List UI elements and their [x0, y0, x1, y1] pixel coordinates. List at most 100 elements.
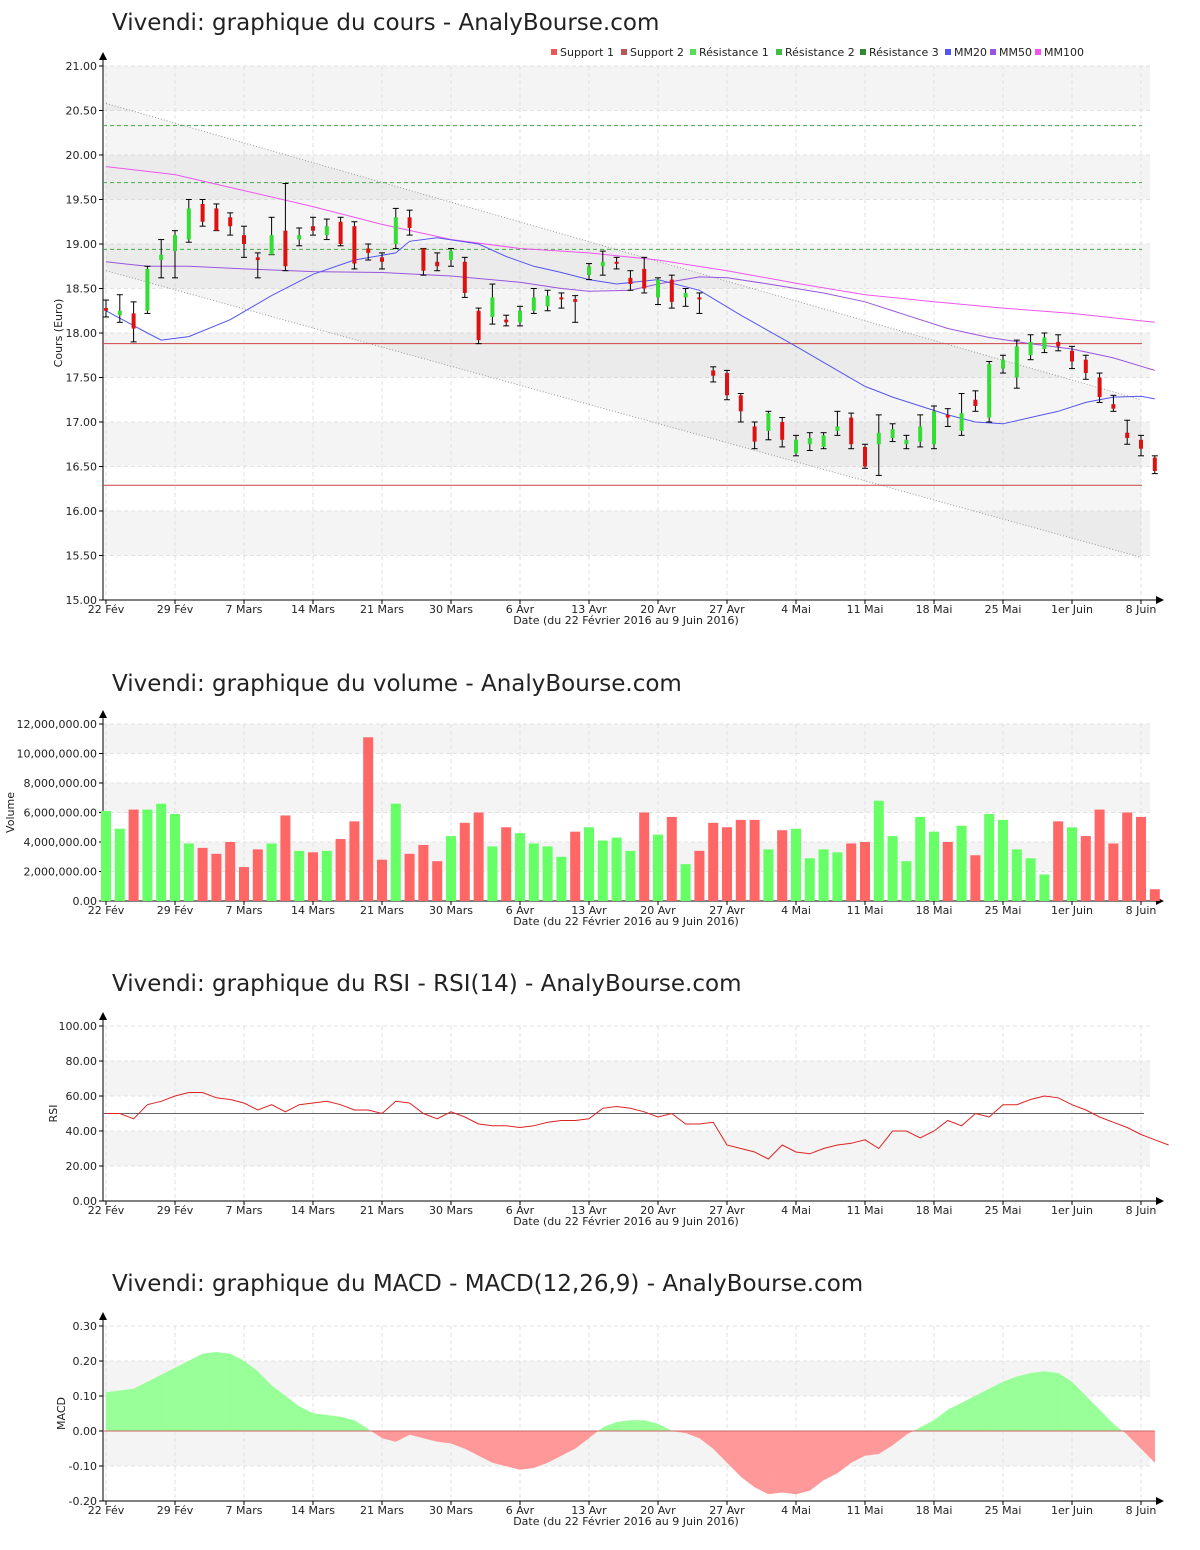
volume-bar: [349, 821, 360, 901]
volume-bar: [1011, 849, 1022, 901]
x-tick-label: 20 Avr: [640, 904, 676, 917]
grid-band: [103, 155, 1150, 200]
y-tick-label: 8,000,000.00: [24, 777, 97, 790]
volume-bar: [239, 867, 249, 901]
y-axis-label: Cours (Euro): [52, 299, 65, 368]
candle-body: [766, 413, 771, 431]
y-axis-arrow: [99, 710, 107, 718]
x-tick-label: 11 Mai: [847, 1504, 884, 1517]
x-tick-label: 22 Fév: [88, 1204, 125, 1217]
volume-bar: [860, 842, 870, 901]
volume-bar: [915, 816, 926, 901]
volume-bar: [735, 819, 746, 901]
candle-body: [1139, 439, 1143, 449]
macd-area: [1057, 1372, 1073, 1432]
y-tick-label: 18.50: [66, 283, 98, 296]
macd-area: [1016, 1372, 1031, 1432]
volume-bar: [708, 822, 719, 901]
y-tick-label: -0.20: [69, 1495, 97, 1508]
x-tick-label: 8 Juin: [1126, 1204, 1157, 1217]
candle-body: [352, 226, 357, 264]
volume-bar: [252, 849, 263, 901]
mm100-line: [105, 166, 1155, 323]
macd-area: [519, 1430, 535, 1470]
channel-upper-line: [105, 102, 1142, 401]
macd-area: [1030, 1371, 1045, 1432]
volume-bar: [1122, 812, 1133, 901]
x-tick-label: 11 Mai: [847, 1204, 884, 1217]
grid-band: [103, 66, 1150, 111]
volume-bar: [984, 813, 995, 901]
x-tick-label: 27 Avr: [709, 904, 745, 917]
macd-area: [988, 1381, 1004, 1432]
y-axis-label: Volume: [4, 792, 17, 833]
y-tick-label: 0.30: [73, 1320, 98, 1333]
candle-body: [642, 268, 647, 289]
volume-bar: [584, 827, 594, 901]
y-tick-label: 40.00: [66, 1125, 98, 1138]
candle-body: [186, 208, 191, 240]
candle-body: [1083, 359, 1088, 374]
candle-body: [242, 235, 246, 244]
x-axis-label: Date (du 22 Février 2016 au 9 Juin 2016): [513, 614, 739, 627]
volume-bar: [101, 811, 111, 901]
volume-bar: [791, 828, 801, 901]
y-tick-label: 15.50: [66, 550, 98, 563]
candle-body: [863, 446, 867, 467]
macd-area: [630, 1420, 645, 1432]
grid-band: [103, 244, 1150, 289]
candle-body: [890, 429, 895, 439]
x-tick-label: 7 Mars: [226, 904, 263, 917]
grid-band: [103, 783, 1150, 813]
x-tick-label: 14 Mars: [291, 1204, 335, 1217]
y-axis-arrow: [99, 1312, 107, 1320]
y-tick-label: 17.00: [66, 416, 98, 429]
candle-body: [173, 235, 177, 252]
x-tick-label: 30 Mars: [429, 1204, 473, 1217]
macd-area: [285, 1395, 300, 1432]
macd-area: [1085, 1395, 1100, 1432]
macd-area: [975, 1388, 990, 1432]
macd-area: [174, 1360, 190, 1432]
x-tick-label: 30 Mars: [429, 1504, 473, 1517]
x-axis-arrow: [1156, 596, 1164, 604]
legend-label: Support 1: [560, 46, 614, 59]
grid-band: [103, 511, 1150, 556]
volume-bar: [832, 852, 843, 901]
volume-bar: [639, 812, 650, 901]
y-tick-label: 19.00: [66, 238, 98, 251]
volume-bar: [804, 858, 815, 901]
volume-bar: [1094, 809, 1105, 901]
x-tick-label: 29 Fév: [157, 1504, 194, 1517]
y-tick-label: 2,000,000.00: [24, 866, 97, 879]
grid-band: [103, 1061, 1150, 1096]
y-tick-label: 12,000,000.00: [17, 718, 97, 731]
volume-bar: [390, 803, 401, 901]
x-tick-label: 27 Avr: [709, 603, 745, 616]
x-tick-label: 8 Juin: [1126, 603, 1157, 616]
x-tick-label: 25 Mai: [985, 1204, 1022, 1217]
candle-body: [1097, 377, 1102, 398]
candle-body: [104, 308, 108, 311]
candle-body: [904, 439, 909, 445]
y-axis-arrow: [99, 1012, 107, 1020]
volume-bar: [929, 831, 939, 901]
candle-body: [255, 257, 260, 261]
legend-label: MM100: [1044, 46, 1084, 59]
candle-body: [366, 248, 371, 253]
x-tick-label: 30 Mars: [429, 603, 473, 616]
volume-bar: [694, 850, 705, 901]
y-tick-label: 0.00: [73, 1195, 98, 1208]
volume-chart: 0.00 2,000,000.00 4,000,000.00 6,000,000.00…: [4, 710, 1164, 928]
y-axis-arrow: [99, 52, 107, 60]
macd-area: [657, 1423, 672, 1432]
candle-body: [945, 414, 950, 418]
macd-area: [147, 1374, 162, 1432]
x-axis-label: Date (du 22 Février 2016 au 9 Juin 2016): [513, 1515, 739, 1528]
volume-bar: [722, 827, 732, 901]
volume-bar: [363, 737, 374, 901]
grid-band: [103, 1131, 1150, 1166]
volume-chart-title: Vivendi: graphique du volume - AnalyBour…: [112, 671, 682, 697]
macd-area: [809, 1430, 824, 1492]
volume-bar: [128, 809, 139, 901]
